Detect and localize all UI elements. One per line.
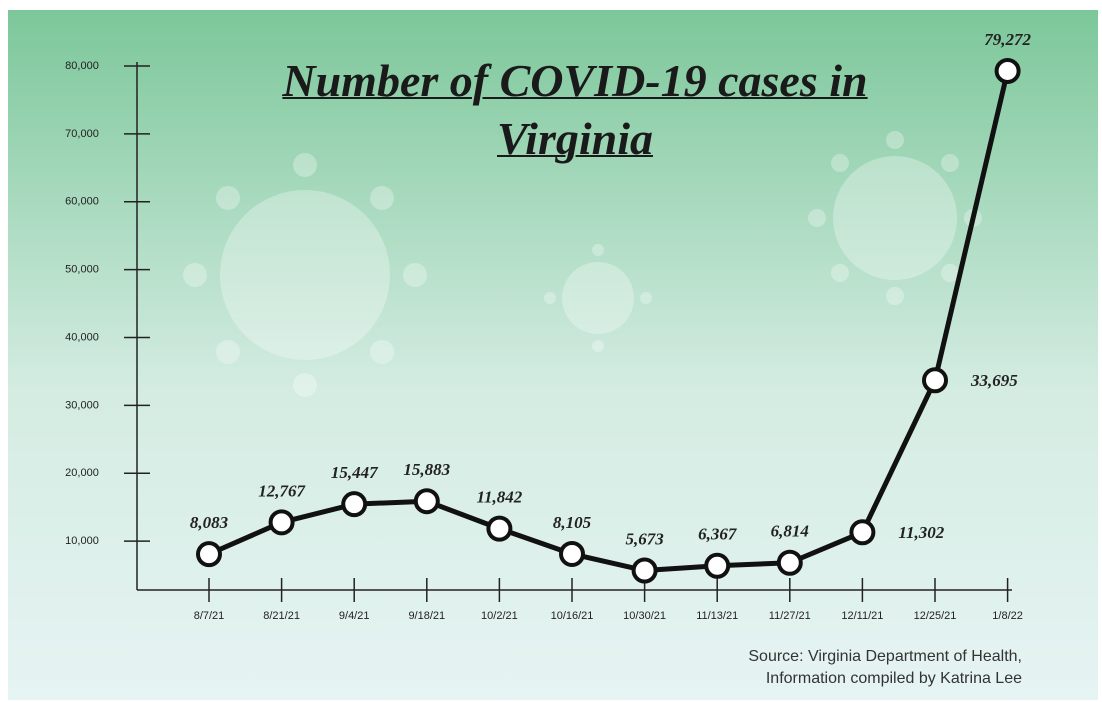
value-label: 11,302 <box>898 523 944 542</box>
value-label: 5,673 <box>625 529 664 548</box>
value-label: 15,883 <box>403 460 450 479</box>
source-line: Source: Virginia Department of Health, <box>748 646 1022 668</box>
x-tick-label: 8/21/21 <box>263 610 300 622</box>
x-tick-label: 12/25/21 <box>914 610 957 622</box>
point <box>706 555 728 577</box>
point <box>343 493 365 515</box>
page: 10,000 20,000 30,000 40,000 50,000 60,000 70,0… <box>0 0 1102 702</box>
x-tick-label: 1/8/22 <box>992 610 1023 622</box>
x-tick-label: 12/11/21 <box>841 610 883 622</box>
y-tick-label: 70,000 <box>65 128 99 140</box>
y-tick-label: 50,000 <box>65 264 99 276</box>
x-tick-label: 10/30/21 <box>623 610 666 622</box>
point <box>561 543 583 565</box>
y-tick-label: 60,000 <box>65 196 99 208</box>
value-label: 6,814 <box>771 522 809 541</box>
value-label: 79,272 <box>984 30 1031 49</box>
source-note: Source: Virginia Department of Health, I… <box>748 646 1022 690</box>
value-label: 11,842 <box>476 488 522 507</box>
value-label: 33,695 <box>970 371 1018 390</box>
y-tick-label: 80,000 <box>65 60 99 72</box>
y-tick-label: 20,000 <box>65 467 99 479</box>
point <box>198 543 220 565</box>
x-tick-label: 11/27/21 <box>769 610 811 622</box>
x-tick-label: 10/2/21 <box>481 610 518 622</box>
point <box>634 559 656 581</box>
value-label: 12,767 <box>258 481 306 500</box>
source-line: Information compiled by Katrina Lee <box>748 668 1022 690</box>
x-tick-label: 11/13/21 <box>696 610 738 622</box>
value-label: 8,105 <box>553 513 592 532</box>
point <box>924 369 946 391</box>
x-tick-label: 8/7/21 <box>194 610 225 622</box>
point <box>416 490 438 512</box>
x-tick-label: 10/16/21 <box>551 610 594 622</box>
point <box>851 521 873 543</box>
chart-title: Number of COVID-19 cases in Virginia <box>270 52 880 168</box>
point <box>997 60 1019 82</box>
value-label: 8,083 <box>190 513 229 532</box>
point <box>271 511 293 533</box>
y-tick-label: 30,000 <box>65 399 99 411</box>
x-tick-label: 9/4/21 <box>339 610 370 622</box>
value-label: 6,367 <box>698 525 738 544</box>
point <box>488 518 510 540</box>
y-tick-label: 10,000 <box>65 535 99 547</box>
x-tick-label: 9/18/21 <box>408 610 445 622</box>
point <box>779 552 801 574</box>
value-label: 15,447 <box>331 463 379 482</box>
y-tick-label: 40,000 <box>65 331 99 343</box>
